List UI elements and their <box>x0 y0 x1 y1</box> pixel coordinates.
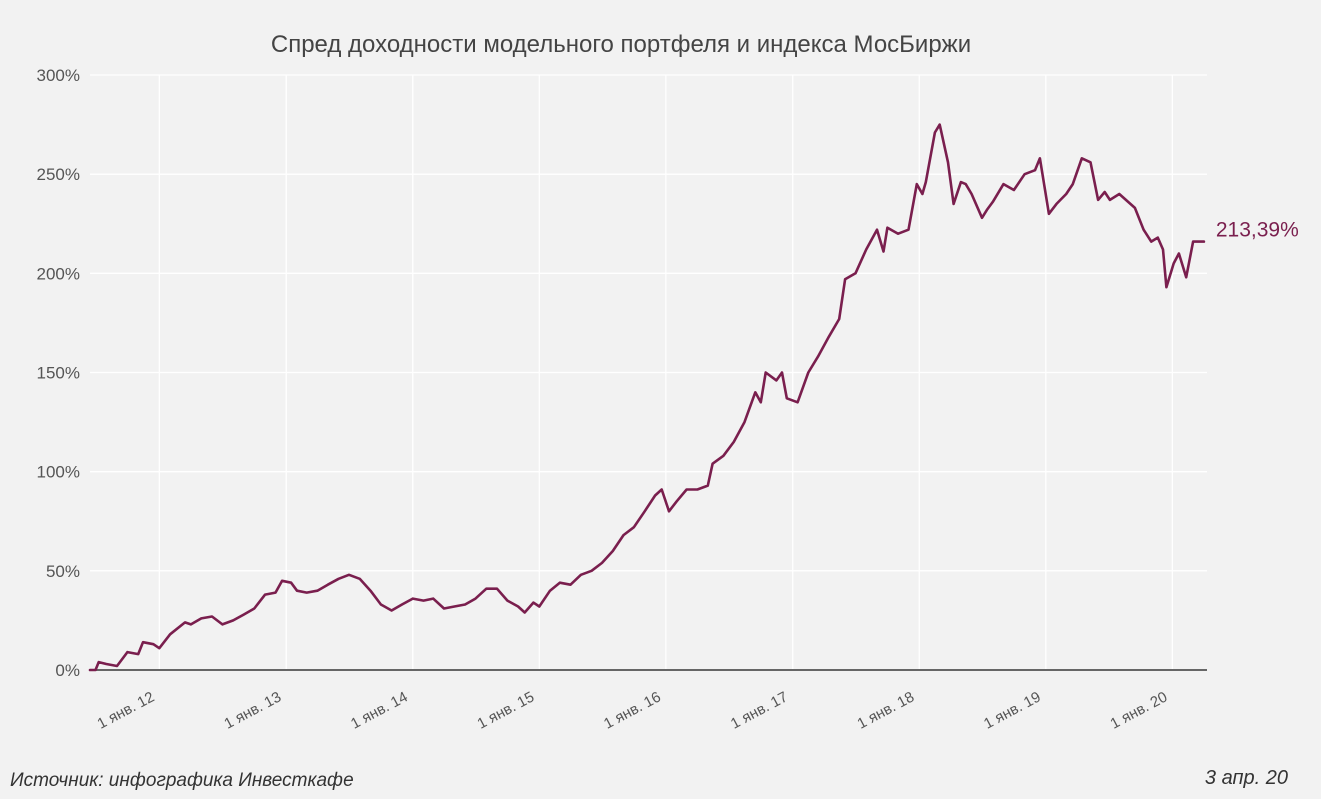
x-tick-label: 1 янв. 15 <box>475 689 538 733</box>
y-tick-label: 50% <box>46 562 80 581</box>
x-tick-label: 1 янв. 13 <box>221 689 284 733</box>
y-tick-label: 300% <box>37 66 80 85</box>
x-tick-label: 1 янв. 14 <box>348 689 411 733</box>
series-line <box>88 123 1206 672</box>
grid <box>90 74 1207 670</box>
x-tick-label: 1 янв. 20 <box>1108 689 1171 733</box>
date-caption: 3 апр. 20 <box>1204 767 1288 789</box>
series-layer <box>88 123 1206 672</box>
x-tick-label: 1 янв. 16 <box>601 689 664 733</box>
y-tick-label: 200% <box>37 264 80 283</box>
line-chart: Спред доходности модельного портфеля и и… <box>37 31 1299 733</box>
chart-title: Спред доходности модельного портфеля и и… <box>271 31 971 58</box>
source-caption: Источник: инфографика Инвесткафе <box>10 770 354 791</box>
y-tick-label: 100% <box>37 463 80 482</box>
y-tick-label: 250% <box>37 165 80 184</box>
y-tick-label: 0% <box>55 661 80 680</box>
axes: 0% 50% 100% 150% 200% 250% 300% 1 янв. 12 1 янв.… <box>37 66 1207 733</box>
last-value-label: 213,39% <box>1216 219 1299 242</box>
x-tick-label: 1 янв. 19 <box>981 689 1044 733</box>
x-tick-label: 1 янв. 12 <box>95 689 158 733</box>
x-tick-label: 1 янв. 17 <box>728 689 791 733</box>
y-tick-label: 150% <box>37 364 80 383</box>
x-tick-label: 1 янв. 18 <box>854 689 917 733</box>
